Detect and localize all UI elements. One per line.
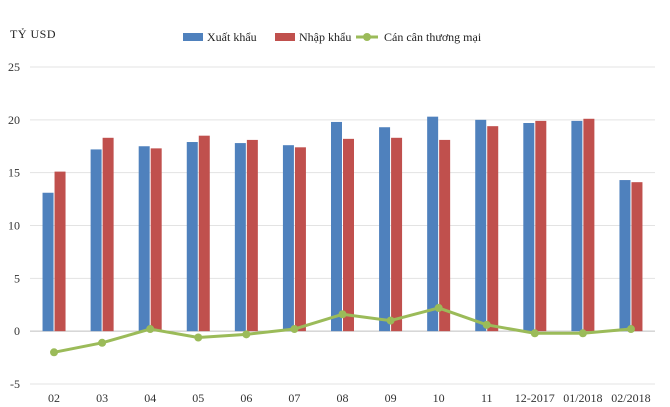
x-tick-label: 02/2018 (611, 391, 650, 405)
export-bar (571, 120, 583, 332)
y-tick-label: 10 (8, 219, 20, 233)
y-tick-label: 15 (8, 166, 20, 180)
y-axis-ticks: 25 20 15 10 5 0 -5 (8, 60, 20, 391)
x-tick-label: 04 (144, 391, 156, 405)
balance-point (530, 329, 539, 338)
y-tick-label: -5 (10, 377, 20, 391)
export-bar (42, 192, 54, 332)
x-tick-label: 02 (48, 391, 60, 405)
balance-point (194, 333, 203, 342)
y-tick-label: 0 (14, 324, 20, 338)
x-tick-label: 10 (433, 391, 445, 405)
y-tick-label: 25 (8, 60, 20, 74)
legend-label: Cán cân thương mại (384, 30, 482, 44)
import-bar (535, 120, 547, 332)
import-bar (54, 171, 66, 332)
legend-label: Nhập khẩu (299, 30, 351, 44)
import-bar (150, 148, 162, 332)
x-tick-label: 01/2018 (563, 391, 602, 405)
import-bar (343, 138, 354, 332)
x-tick-label: 11 (481, 391, 493, 405)
x-tick-label: 03 (96, 391, 108, 405)
x-tick-label: 09 (385, 391, 397, 405)
export-bar (138, 146, 150, 332)
legend-label: Xuất khẩu (207, 30, 257, 44)
y-tick-label: 20 (8, 113, 20, 127)
gridlines (30, 66, 655, 385)
y-tick-label: 5 (14, 271, 20, 285)
balance-point (386, 316, 395, 325)
import-bar (198, 135, 210, 332)
export-bar (523, 123, 535, 332)
import-bar (583, 118, 595, 332)
balance-point (626, 325, 635, 334)
y-axis-unit-label: TỶ USD (10, 27, 56, 41)
bar-series (42, 116, 643, 332)
import-bar (102, 137, 114, 332)
import-bar (391, 137, 403, 332)
x-tick-label: 07 (288, 391, 300, 405)
x-tick-label: 06 (240, 391, 252, 405)
legend-swatch-marker (363, 33, 371, 41)
legend-swatch (275, 33, 295, 41)
balance-point (50, 348, 59, 357)
x-tick-label: 12-2017 (515, 391, 555, 405)
balance-point (242, 330, 251, 339)
import-bar (294, 147, 306, 332)
export-bar (186, 142, 198, 332)
x-axis-ticks: 02 03 04 05 06 07 08 09 10 11 12-2017 01/2018 02/201… (48, 391, 651, 405)
export-bar (234, 143, 246, 332)
balance-point (338, 310, 347, 319)
balance-point (482, 320, 491, 329)
export-bar (282, 145, 294, 332)
x-tick-label: 05 (192, 391, 204, 405)
balance-point (290, 325, 299, 334)
balance-point (98, 338, 107, 347)
export-bar (90, 149, 102, 332)
balance-line-series (50, 303, 635, 357)
import-bar (631, 182, 643, 332)
legend: Xuất khẩu Nhập khẩu Cán cân thương mại (183, 30, 482, 44)
export-bar (331, 121, 342, 332)
balance-point (146, 325, 155, 334)
export-bar (619, 180, 631, 332)
import-bar (439, 139, 451, 332)
export-bar (475, 119, 487, 332)
balance-point (434, 303, 443, 312)
balance-point (578, 329, 587, 338)
import-bar (246, 139, 258, 332)
x-tick-label: 08 (337, 391, 349, 405)
export-bar (379, 127, 391, 332)
legend-swatch (183, 33, 203, 41)
export-bar (427, 116, 439, 332)
import-bar (487, 126, 499, 332)
